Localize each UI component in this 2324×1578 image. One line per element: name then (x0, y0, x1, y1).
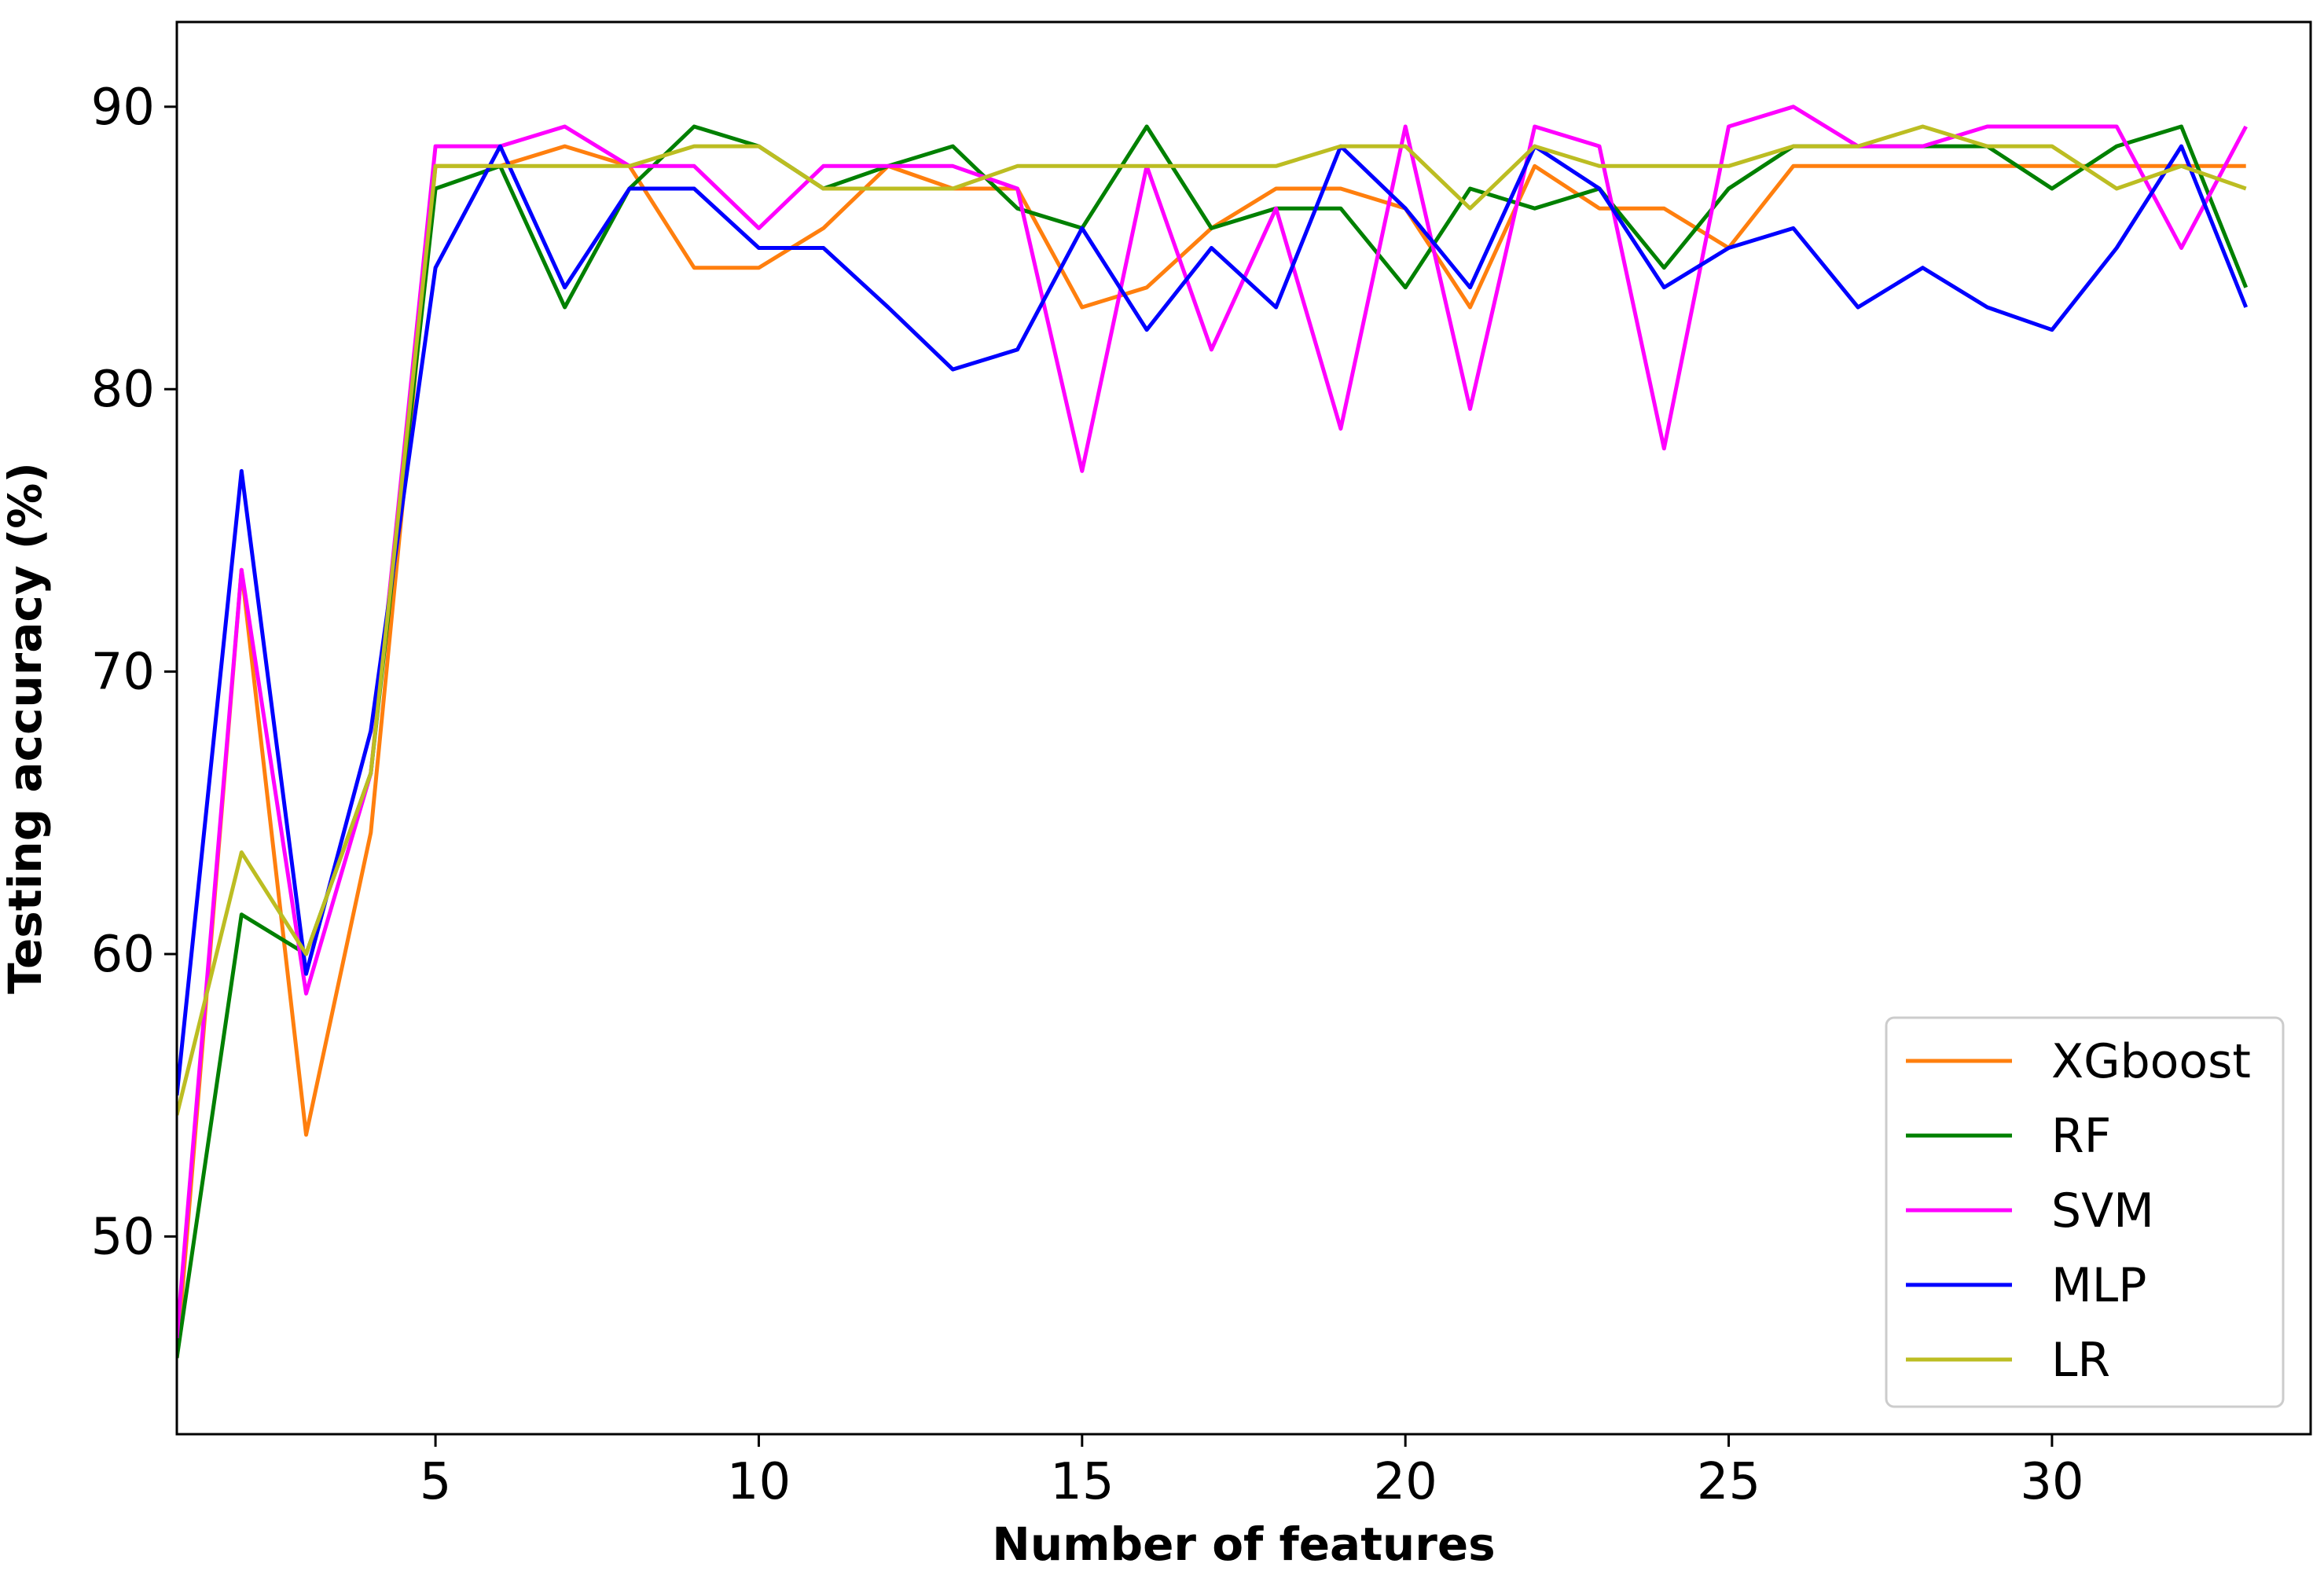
x-tick-label: 30 (2020, 1453, 2084, 1511)
legend-label-lr: LR (2051, 1333, 2110, 1388)
legend-label-rf: RF (2051, 1109, 2111, 1164)
x-tick-label: 10 (727, 1453, 791, 1511)
y-tick-label: 50 (91, 1208, 155, 1266)
x-tick-label: 5 (420, 1453, 452, 1511)
y-tick-label: 80 (91, 361, 155, 419)
y-axis-label: Testing accuracy (%) (0, 462, 52, 994)
plot-frame (175, 20, 2312, 1436)
y-tick-label: 60 (91, 926, 155, 984)
series-line-svm (177, 105, 2248, 1339)
axes-layer: 5 10 15 20 25 30 50 60 70 80 90 Number of features T… (0, 20, 2312, 1571)
x-tick-label: 20 (1373, 1453, 1437, 1511)
series-line-lr (177, 124, 2247, 1116)
legend-label-xgboost: XGboost (2051, 1034, 2251, 1089)
x-tick-label: 15 (1050, 1453, 1114, 1511)
y-tick-label: 70 (91, 644, 155, 702)
y-tick-label: 90 (91, 79, 155, 137)
legend-box (1885, 1016, 2285, 1408)
legend: XGboost RF SVM MLP LR (1885, 1016, 2285, 1408)
series-layer (177, 105, 2249, 1359)
legend-label-mlp: MLP (2051, 1258, 2146, 1313)
x-axis-label: Number of features (992, 1517, 1495, 1571)
series-line-mlp (177, 144, 2249, 1095)
x-tick-label: 25 (1697, 1453, 1760, 1511)
legend-label-svm: SVM (2051, 1184, 2154, 1239)
